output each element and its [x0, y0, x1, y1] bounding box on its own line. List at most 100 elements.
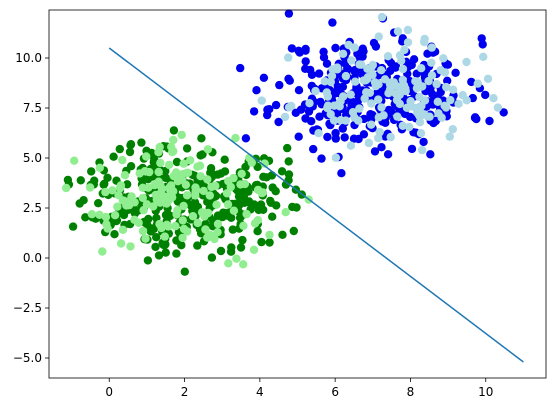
- scatter-point: [172, 249, 181, 258]
- scatter-point: [420, 37, 429, 47]
- scatter-point: [265, 105, 274, 114]
- scatter-point: [188, 212, 198, 221]
- scatter-point: [265, 238, 274, 247]
- scatter-point: [483, 74, 493, 84]
- scatter-point: [253, 227, 262, 236]
- scatter-point: [448, 85, 458, 94]
- scatter-point: [110, 230, 119, 239]
- scatter-point: [323, 132, 332, 142]
- scatter-point: [334, 99, 343, 109]
- scatter-point: [360, 94, 369, 103]
- scatter-point: [377, 12, 387, 22]
- scatter-point: [331, 128, 340, 138]
- scatter-point: [191, 187, 200, 196]
- scatter-point: [160, 232, 169, 241]
- scatter-point: [367, 63, 376, 72]
- scatter-point: [451, 68, 460, 78]
- y-tick-label: 7.5: [23, 101, 42, 115]
- scatter-point: [415, 118, 425, 127]
- scatter-point: [99, 180, 108, 189]
- scatter-point: [239, 260, 248, 269]
- scatter-point: [149, 224, 159, 234]
- scatter-point: [87, 167, 96, 176]
- scatter-point: [443, 76, 452, 86]
- scatter-point: [323, 101, 333, 110]
- scatter-point: [257, 96, 266, 105]
- x-tick-label: 8: [407, 385, 415, 399]
- scatter-point: [398, 121, 407, 130]
- scatter-point: [169, 126, 179, 135]
- scatter-point: [157, 184, 167, 193]
- scatter-point: [370, 147, 380, 156]
- scatter-point: [164, 196, 173, 205]
- scatter-point: [238, 235, 247, 245]
- scatter-point: [130, 215, 139, 224]
- scatter-point: [220, 155, 229, 164]
- decision-line-layer: [108, 47, 524, 363]
- scatter-point: [249, 245, 259, 254]
- scatter-point: [362, 88, 371, 97]
- scatter-point: [412, 84, 422, 93]
- scatter-point: [432, 79, 441, 89]
- scatter-point: [138, 226, 148, 236]
- scatter-point: [454, 99, 463, 109]
- scatter-point: [401, 86, 410, 96]
- scatter-point: [95, 163, 105, 172]
- scatter-point: [61, 183, 71, 193]
- scatter-point: [206, 168, 215, 177]
- scatter-point: [400, 45, 409, 55]
- scatter-point: [152, 195, 161, 204]
- scatter-point: [203, 175, 212, 184]
- scatter-point: [311, 86, 320, 96]
- scatter-point: [407, 144, 417, 154]
- scatter-point: [232, 254, 241, 263]
- scatter-point: [374, 113, 383, 122]
- scatter-point: [193, 241, 202, 250]
- scatter-point: [236, 63, 245, 73]
- scatter-point: [123, 180, 132, 189]
- scatter-point: [467, 77, 476, 87]
- scatter-point: [152, 233, 161, 242]
- scatter-point: [315, 112, 324, 121]
- scatter-point: [79, 196, 88, 205]
- scatter-point: [284, 53, 293, 62]
- scatter-point: [285, 76, 294, 85]
- scatter-point: [116, 239, 126, 248]
- scatter-point: [95, 210, 104, 219]
- scatter-point: [143, 174, 153, 184]
- scatter-point: [179, 224, 189, 234]
- scatter-point: [198, 150, 207, 159]
- scatter-point: [161, 173, 170, 183]
- scatter-point: [171, 221, 180, 231]
- scatter-point: [406, 102, 415, 111]
- scatter-point: [319, 47, 328, 56]
- scatter-point: [250, 219, 260, 228]
- scatter-point: [346, 141, 356, 150]
- scatter-point: [348, 108, 358, 117]
- scatter-point: [383, 150, 393, 159]
- scatter-point: [419, 137, 428, 147]
- scatter-point: [425, 112, 434, 121]
- scatter-point: [68, 222, 78, 231]
- scatter-point: [427, 43, 436, 52]
- scatter-point: [341, 71, 351, 81]
- scatter-point: [368, 70, 377, 80]
- scatter-point: [355, 60, 364, 69]
- scatter-point: [156, 158, 165, 168]
- scatter-point: [109, 152, 118, 161]
- scatter-point: [165, 183, 174, 193]
- scatter-point: [386, 132, 395, 142]
- scatter-point: [499, 108, 508, 117]
- scatter-point: [258, 188, 268, 197]
- scatter-point: [417, 101, 426, 111]
- scatter-point: [426, 150, 435, 159]
- scatter-point: [364, 138, 373, 148]
- y-axis: −5.0 −2.5 0.0 2.5 5.0 7.5 10.0: [13, 51, 49, 365]
- scatter-point: [434, 109, 443, 118]
- y-tick-label: 5.0: [23, 151, 42, 165]
- scatter-point: [417, 63, 426, 73]
- scatter-point: [203, 145, 213, 154]
- scatter-point: [485, 116, 494, 126]
- scatter-point: [328, 18, 337, 27]
- scatter-point: [101, 187, 110, 197]
